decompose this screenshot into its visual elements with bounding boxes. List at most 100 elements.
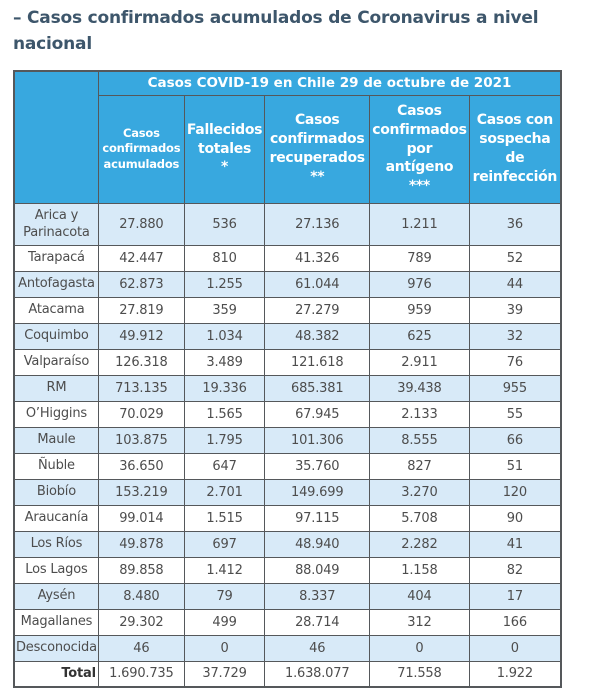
region-name-cell: Araucanía [13, 504, 99, 532]
value-cell: 103.875 [97, 426, 185, 454]
value-cell: 697 [183, 530, 266, 558]
region-name-cell: Atacama [13, 296, 99, 324]
col-note: * [221, 159, 229, 176]
region-row-araucania: Araucanía 99.014 1.515 97.115 5.708 90 [13, 504, 562, 532]
region-row-coquimbo: Coquimbo 49.912 1.034 48.382 625 32 [13, 322, 562, 350]
region-name-cell: Los Lagos [13, 556, 99, 584]
col-header-casos-recuperados: Casos confirmados recuperados ** [264, 94, 371, 204]
region-row-magallanes: Magallanes 29.302 499 28.714 312 166 [13, 608, 562, 636]
region-row-ohiggins: O’Higgins 70.029 1.565 67.945 2.133 55 [13, 400, 562, 428]
value-cell: 647 [183, 452, 266, 480]
value-cell: 48.940 [264, 530, 371, 558]
value-cell: 2.133 [369, 400, 470, 428]
value-cell: 79 [183, 582, 266, 610]
value-cell: 90 [468, 504, 562, 532]
value-cell: 149.699 [264, 478, 371, 506]
value-cell: 48.382 [264, 322, 371, 350]
col-header-sospecha-reinfeccion: Casos con sospecha de reinfección [468, 94, 562, 204]
value-cell: 685.381 [264, 374, 371, 402]
region-row-maule: Maule 103.875 1.795 101.306 8.555 66 [13, 426, 562, 454]
value-cell: 39 [468, 296, 562, 324]
region-row-rm: RM 713.135 19.336 685.381 39.438 955 [13, 374, 562, 402]
value-cell: 153.219 [97, 478, 185, 506]
value-cell: 19.336 [183, 374, 266, 402]
value-cell: 404 [369, 582, 470, 610]
total-row: Total 1.690.735 37.729 1.638.077 71.558 1.922 [13, 660, 562, 688]
total-label-cell: Total [13, 660, 99, 688]
region-name-cell: Coquimbo [13, 322, 99, 350]
col-label: Casos con sospecha de reinfección [472, 112, 558, 185]
region-name-cell: Biobío [13, 478, 99, 506]
value-cell: 49.912 [97, 322, 185, 350]
region-row-aysen: Aysén 8.480 79 8.337 404 17 [13, 582, 562, 610]
value-cell: 27.880 [97, 202, 185, 246]
col-label: Fallecidos totales [186, 121, 263, 157]
region-name-cell: RM [13, 374, 99, 402]
value-cell: 42.447 [97, 244, 185, 272]
value-cell: 46 [264, 634, 371, 662]
region-row-arica-y-parinacota: Arica y Parinacota 27.880 536 27.136 1.211 36 [13, 202, 562, 246]
value-cell: 41 [468, 530, 562, 558]
col-label: Casos confirmados por antígeno [372, 102, 467, 176]
value-cell: 51 [468, 452, 562, 480]
value-cell: 536 [183, 202, 266, 246]
value-cell: 1.565 [183, 400, 266, 428]
value-cell: 121.618 [264, 348, 371, 376]
col-note: *** [408, 178, 430, 195]
value-cell: 27.279 [264, 296, 371, 324]
value-cell: 1.158 [369, 556, 470, 584]
col-note: ** [310, 168, 325, 185]
value-cell: 36 [468, 202, 562, 246]
value-cell: 8.480 [97, 582, 185, 610]
value-cell: 1.412 [183, 556, 266, 584]
value-cell: 61.044 [264, 270, 371, 298]
region-name-cell: Valparaíso [13, 348, 99, 376]
value-cell: 1.034 [183, 322, 266, 350]
region-row-atacama: Atacama 27.819 359 27.279 959 39 [13, 296, 562, 324]
table-body: Arica y Parinacota 27.880 536 27.136 1.211 36… [13, 202, 562, 688]
value-cell: 35.760 [264, 452, 371, 480]
table-title-row: Casos COVID-19 en Chile 29 de octubre de… [13, 70, 562, 204]
value-cell: 1.795 [183, 426, 266, 454]
region-row-antofagasta: Antofagasta 62.873 1.255 61.044 976 44 [13, 270, 562, 298]
value-cell: 0 [369, 634, 470, 662]
total-value-cell: 37.729 [183, 660, 266, 688]
covid-cases-table: Casos COVID-19 en Chile 29 de octubre de… [13, 70, 563, 689]
value-cell: 41.326 [264, 244, 371, 272]
col-header-fallecidos-totales: Fallecidos totales * [183, 94, 266, 204]
col-header-casos-confirmados-acumulados: Casos confirmados acumulados [97, 94, 185, 204]
value-cell: 5.708 [369, 504, 470, 532]
value-cell: 499 [183, 608, 266, 636]
value-cell: 82 [468, 556, 562, 584]
col-label: Casos confirmados acumulados [102, 125, 181, 171]
value-cell: 126.318 [97, 348, 185, 376]
value-cell: 312 [369, 608, 470, 636]
value-cell: 28.714 [264, 608, 371, 636]
region-name-cell: Maule [13, 426, 99, 454]
value-cell: 27.136 [264, 202, 371, 246]
value-cell: 2.282 [369, 530, 470, 558]
region-row-tarapaca: Tarapacá 42.447 810 41.326 789 52 [13, 244, 562, 272]
value-cell: 99.014 [97, 504, 185, 532]
table-title: Casos COVID-19 en Chile 29 de octubre de… [97, 70, 562, 96]
region-name-cell: Desconocida [13, 634, 99, 662]
region-name-cell: O’Higgins [13, 400, 99, 428]
region-row-desconocida: Desconocida 46 0 46 0 0 [13, 634, 562, 662]
value-cell: 713.135 [97, 374, 185, 402]
region-row-biobio: Biobío 153.219 2.701 149.699 3.270 120 [13, 478, 562, 506]
value-cell: 810 [183, 244, 266, 272]
region-row-nuble: Ñuble 36.650 647 35.760 827 51 [13, 452, 562, 480]
value-cell: 3.489 [183, 348, 266, 376]
column-header-row: Casos confirmados acumulados Fallecidos … [14, 94, 562, 204]
value-cell: 49.878 [97, 530, 185, 558]
value-cell: 97.115 [264, 504, 371, 532]
value-cell: 62.873 [97, 270, 185, 298]
value-cell: 0 [183, 634, 266, 662]
total-value-cell: 1.922 [468, 660, 562, 688]
value-cell: 29.302 [97, 608, 185, 636]
region-row-los-rios: Los Ríos 49.878 697 48.940 2.282 41 [13, 530, 562, 558]
value-cell: 625 [369, 322, 470, 350]
region-name-cell: Aysén [13, 582, 99, 610]
total-value-cell: 1.690.735 [97, 660, 185, 688]
value-cell: 44 [468, 270, 562, 298]
